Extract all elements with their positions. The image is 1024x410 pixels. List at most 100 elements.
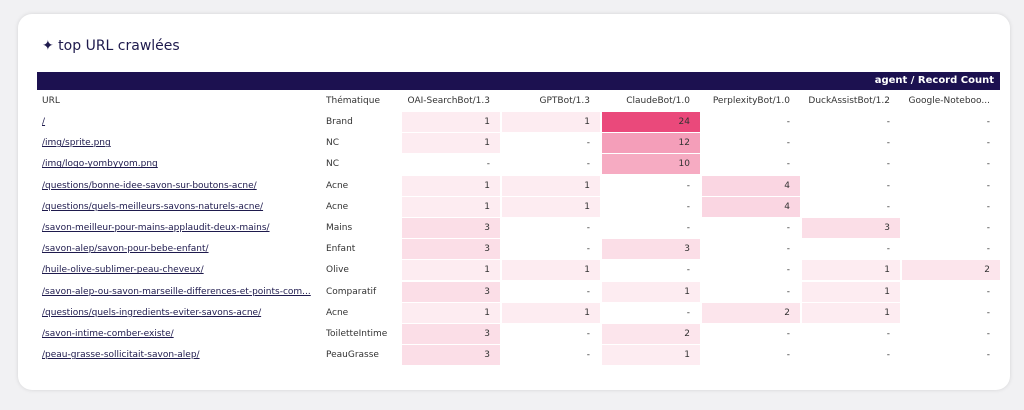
url-link[interactable]: /questions/quels-meilleurs-savons-nature… <box>42 201 264 212</box>
theme-cell: Mains <box>326 223 353 233</box>
count-cell: - <box>886 329 890 339</box>
count-cell: - <box>786 244 790 255</box>
count-cell: 3 <box>402 324 500 344</box>
count-cell: 1 <box>802 281 900 302</box>
count-cell: - <box>786 350 790 361</box>
url-link[interactable]: /savon-alep-ou-savon-marseille-differenc… <box>42 286 311 297</box>
theme-cell: ToiletteIntime <box>326 329 388 339</box>
count-cell: 3 <box>402 345 500 366</box>
count-cell: 1 <box>402 133 500 154</box>
count-cell: 1 <box>502 112 600 132</box>
column-header: URL <box>42 96 60 106</box>
count-cell: - <box>586 159 590 170</box>
count-cell: 1 <box>402 112 500 132</box>
count-cell: - <box>886 138 890 149</box>
url-link[interactable]: /questions/quels-ingredients-eviter-savo… <box>42 307 262 318</box>
count-cell: - <box>886 180 890 191</box>
column-header: Google-Noteboo... <box>908 96 990 106</box>
theme-cell: NC <box>326 138 340 149</box>
count-cell: 1 <box>802 260 900 281</box>
count-cell: - <box>686 180 690 191</box>
count-cell: - <box>886 350 890 361</box>
card: ✦ top URL crawlées agent / Record Count … <box>18 14 1010 390</box>
count-cell: 12 <box>602 133 700 154</box>
count-cell: - <box>786 117 790 127</box>
url-link[interactable]: /savon-meilleur-pour-mains-applaudit-deu… <box>42 223 270 233</box>
count-cell: 2 <box>902 260 1000 281</box>
theme-cell: NC <box>326 159 340 170</box>
theme-cell: Brand <box>326 117 353 127</box>
count-cell: - <box>986 180 990 191</box>
column-header: ClaudeBot/1.0 <box>626 96 690 106</box>
count-cell: - <box>886 201 890 212</box>
count-cell: - <box>686 201 690 212</box>
column-header: GPTBot/1.3 <box>539 96 590 106</box>
count-cell: 3 <box>402 239 500 260</box>
count-cell: - <box>586 329 590 339</box>
count-cell: 4 <box>702 175 800 196</box>
count-cell: 24 <box>602 112 700 132</box>
count-cell: - <box>786 159 790 170</box>
count-cell: - <box>986 350 990 361</box>
count-cell: 1 <box>602 281 700 302</box>
count-cell: - <box>686 223 690 233</box>
header-bar: agent / Record Count <box>37 72 1000 90</box>
theme-cell: Comparatif <box>326 286 377 297</box>
column-header: DuckAssistBot/1.2 <box>808 96 890 106</box>
theme-cell: Acne <box>326 180 349 191</box>
theme-cell: Olive <box>326 265 349 276</box>
count-cell: - <box>986 223 990 233</box>
count-cell: 1 <box>402 260 500 281</box>
count-cell: - <box>786 329 790 339</box>
count-cell: - <box>986 286 990 297</box>
count-cell: 1 <box>602 345 700 366</box>
count-cell: 3 <box>402 218 500 238</box>
count-cell: - <box>586 350 590 361</box>
column-header: Thématique <box>326 96 381 106</box>
count-cell: - <box>986 307 990 318</box>
url-link[interactable]: /questions/bonne-idee-savon-sur-boutons-… <box>42 180 257 191</box>
count-cell: 1 <box>502 302 600 323</box>
count-cell: 4 <box>702 196 800 217</box>
count-cell: 1 <box>402 302 500 323</box>
count-cell: - <box>886 244 890 255</box>
column-header: OAI-SearchBot/1.3 <box>407 96 490 106</box>
count-cell: 10 <box>602 154 700 175</box>
url-link[interactable]: /img/logo-yombyyom.png <box>42 159 158 170</box>
theme-cell: Enfant <box>326 244 356 255</box>
count-cell: 3 <box>802 218 900 238</box>
count-cell: - <box>886 159 890 170</box>
count-cell: - <box>586 244 590 255</box>
count-cell: 1 <box>402 196 500 217</box>
url-link[interactable]: / <box>42 117 46 127</box>
url-link[interactable]: /huile-olive-sublimer-peau-cheveux/ <box>42 265 204 276</box>
count-cell: - <box>986 138 990 149</box>
count-cell: - <box>786 286 790 297</box>
count-cell: - <box>986 329 990 339</box>
column-header: PerplexityBot/1.0 <box>712 96 790 106</box>
count-cell: 1 <box>402 175 500 196</box>
count-cell: - <box>886 117 890 127</box>
count-cell: - <box>986 201 990 212</box>
count-cell: 1 <box>502 175 600 196</box>
count-cell: 3 <box>602 239 700 260</box>
url-link[interactable]: /peau-grasse-sollicitait-savon-alep/ <box>42 350 200 361</box>
count-cell: 2 <box>702 302 800 323</box>
url-link[interactable]: /img/sprite.png <box>42 138 111 149</box>
count-cell: - <box>686 265 690 276</box>
count-cell: 1 <box>502 196 600 217</box>
count-cell: 3 <box>402 281 500 302</box>
url-link[interactable]: /savon-intime-comber-existe/ <box>42 329 174 339</box>
count-cell: - <box>586 138 590 149</box>
theme-cell: Acne <box>326 307 349 318</box>
theme-cell: Acne <box>326 201 349 212</box>
theme-cell: PeauGrasse <box>326 350 379 361</box>
count-cell: - <box>986 117 990 127</box>
url-link[interactable]: /savon-alep/savon-pour-bebe-enfant/ <box>42 244 209 255</box>
count-cell: - <box>986 159 990 170</box>
count-cell: 1 <box>802 302 900 323</box>
count-cell: - <box>686 307 690 318</box>
count-cell: - <box>486 159 490 170</box>
count-cell: - <box>786 138 790 149</box>
